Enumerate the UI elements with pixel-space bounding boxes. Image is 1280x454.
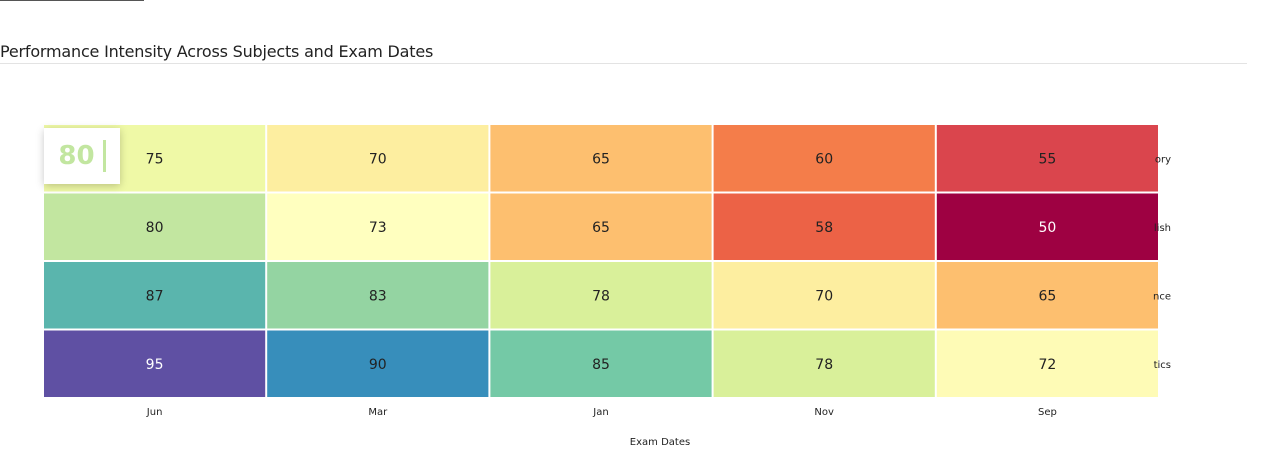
top-divider xyxy=(0,0,144,1)
cell-value-label: 87 xyxy=(146,288,164,304)
cell-value-label: 80 xyxy=(146,220,164,236)
tooltip-accent-bar xyxy=(102,140,106,172)
cell-value-label: 73 xyxy=(369,220,387,236)
heatmap-cell[interactable] xyxy=(713,125,935,192)
heatmap-cell[interactable] xyxy=(936,262,1158,329)
chart-title: Performance Intensity Across Subjects an… xyxy=(0,42,434,61)
title-divider xyxy=(0,63,1247,64)
heatmap-cell[interactable] xyxy=(713,330,935,398)
y-tick-label: nce xyxy=(1153,291,1171,302)
heatmap-cell[interactable] xyxy=(936,330,1158,398)
cell-value-label: 58 xyxy=(815,220,833,236)
heatmap-cell[interactable] xyxy=(713,262,935,329)
x-tick-label: Mar xyxy=(368,407,388,418)
cell-value-label: 65 xyxy=(592,220,610,236)
cell-value-label: 65 xyxy=(592,151,610,167)
cell-value-label: 70 xyxy=(815,288,833,304)
y-tick-label: tics xyxy=(1154,360,1171,371)
heatmap-cell[interactable] xyxy=(490,125,712,192)
cell-value-label: 83 xyxy=(369,288,387,304)
x-tick-label: Jun xyxy=(146,407,163,418)
cell-value-label: 78 xyxy=(592,288,610,304)
heatmap-cell[interactable] xyxy=(44,330,266,398)
x-axis-title: Exam Dates xyxy=(630,437,690,448)
heatmap-cell[interactable] xyxy=(936,125,1158,192)
heatmap-cell[interactable] xyxy=(936,193,1158,261)
cell-value-label: 90 xyxy=(369,357,387,373)
cell-value-label: 55 xyxy=(1038,151,1056,167)
cell-value-label: 70 xyxy=(369,151,387,167)
value-tooltip: 80 xyxy=(44,128,120,184)
cell-value-label: 60 xyxy=(815,151,833,167)
heatmap-cell[interactable] xyxy=(267,193,489,261)
cell-value-label: 72 xyxy=(1038,357,1056,373)
heatmap-cell[interactable] xyxy=(713,193,935,261)
cell-value-label: 85 xyxy=(592,357,610,373)
cell-value-label: 95 xyxy=(146,357,164,373)
heatmap-cell[interactable] xyxy=(490,193,712,261)
y-tick-label: lish xyxy=(1154,223,1171,234)
tooltip-value: 80 xyxy=(58,141,95,171)
heatmap-cell[interactable] xyxy=(44,262,266,329)
heatmap-cell[interactable] xyxy=(267,125,489,192)
cell-value-label: 78 xyxy=(815,357,833,373)
heatmap-cell[interactable] xyxy=(44,193,266,261)
x-tick-label: Jan xyxy=(592,407,608,418)
cell-value-label: 50 xyxy=(1038,220,1056,236)
x-tick-label: Nov xyxy=(814,407,834,418)
y-tick-label: ory xyxy=(1155,154,1171,165)
x-tick-label: Sep xyxy=(1038,407,1057,418)
heatmap-cell[interactable] xyxy=(490,330,712,398)
heatmap-cell[interactable] xyxy=(490,262,712,329)
heatmap-cell[interactable] xyxy=(267,330,489,398)
heatmap-cell[interactable] xyxy=(267,262,489,329)
cell-value-label: 65 xyxy=(1038,288,1056,304)
cell-value-label: 75 xyxy=(146,151,164,167)
